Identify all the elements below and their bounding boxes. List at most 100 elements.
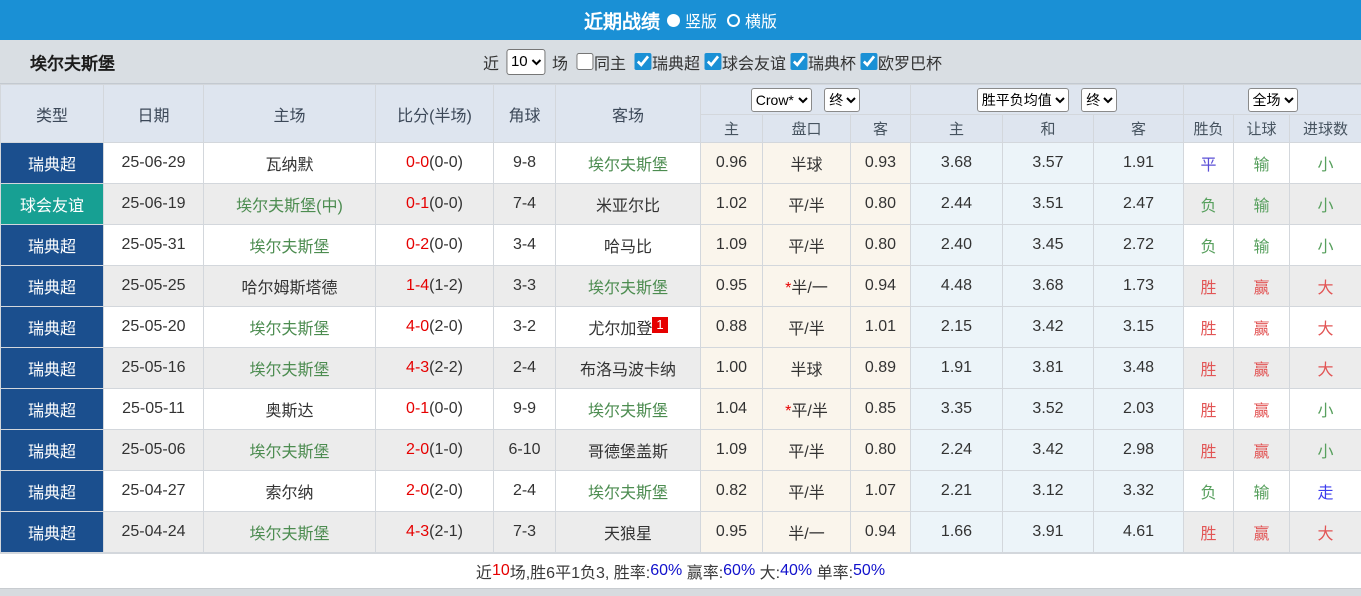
match-row: 瑞典超 25-05-20 埃尔夫斯堡 4-0(2-0) 3-2 尤尔加登 1 0.88 平/半 1… [0, 306, 1361, 348]
handicap-away-odds: 1.01 [850, 306, 911, 348]
league-label: 瑞典超 [651, 55, 701, 73]
handicap-home-odds: 1.00 [700, 347, 763, 389]
handicap-line: 平/半 [788, 444, 825, 461]
euro-away-odds: 1.91 [1092, 142, 1185, 184]
handicap-home-odds: 0.96 [700, 142, 763, 184]
league-checkbox-item[interactable]: 瑞典超 [633, 50, 701, 74]
summary-segment: 单率: [812, 565, 854, 582]
euro-away-odds: 2.47 [1092, 183, 1185, 225]
away-team-cell: 米亚尔比 [555, 183, 701, 225]
summary-segment: 50% [853, 562, 886, 579]
scope-select-group: 全场 [1183, 84, 1361, 115]
handicap-away-odds: 0.94 [850, 511, 911, 553]
away-team-cell: 尤尔加登 1 [555, 306, 701, 348]
euro-home-odds: 2.24 [910, 429, 1003, 471]
halftime-score: (2-2) [429, 359, 463, 376]
fulltime-score: 1-4 [406, 277, 430, 294]
recent-count-select[interactable]: 10 [505, 48, 545, 75]
filter-bar: 埃尔夫斯堡 近 10 场 同主 瑞典超 球会友谊 瑞典杯 欧罗巴杯 [0, 40, 1361, 84]
home-team-cell: 埃尔夫斯堡 [203, 306, 376, 348]
date-cell: 25-06-29 [103, 142, 204, 184]
type-badge: 瑞典超 [0, 224, 104, 266]
score-cell: 0-1(0-0) [375, 388, 494, 430]
euro-draw-odds: 3.52 [1002, 388, 1094, 430]
type-badge: 瑞典超 [0, 306, 104, 348]
scope-select[interactable]: 全场 [1247, 87, 1298, 112]
fulltime-score: 2-0 [406, 482, 430, 499]
halftime-score: (0-0) [429, 236, 463, 253]
result-goals-cell: 大 [1289, 265, 1361, 307]
corner-cell: 3-4 [493, 224, 556, 266]
euro-home-odds: 4.48 [910, 265, 1003, 307]
away-team-cell: 埃尔夫斯堡 [555, 470, 701, 512]
handicap-line: 平/半 [788, 198, 825, 215]
radio-label: 横版 [745, 14, 778, 31]
match-row: 瑞典超 25-05-25 哈尔姆斯塔德 1-4(1-2) 3-3 埃尔夫斯堡 0.95 *半/… [0, 265, 1361, 307]
date-cell: 25-05-20 [103, 306, 204, 348]
score-cell: 2-0(2-0) [375, 470, 494, 512]
odds-select-group: 胜平负均值 终 [909, 84, 1185, 115]
handicap-away-odds: 0.80 [850, 183, 911, 225]
halftime-score: (2-0) [429, 482, 463, 499]
away-team-name: 哈马比 [603, 239, 652, 256]
same-home-checkbox-item[interactable]: 同主 [575, 50, 626, 74]
result-wdl-cell: 负 [1183, 183, 1235, 225]
euro-away-odds: 3.32 [1092, 470, 1185, 512]
summary-segment: 场,胜6平1负3, 胜率: [509, 565, 651, 582]
col-header-corner: 角球 [493, 84, 556, 143]
away-team-cell: 天狼星 [555, 511, 701, 553]
away-team-cell: 埃尔夫斯堡 [555, 142, 701, 184]
league-checkbox-item[interactable]: 欧罗巴杯 [860, 50, 942, 74]
result-goals-cell: 大 [1289, 511, 1361, 553]
league-checkbox-item[interactable]: 瑞典杯 [790, 50, 856, 74]
type-badge: 瑞典超 [0, 142, 104, 184]
league-checkbox[interactable] [790, 53, 808, 70]
fulltime-score: 0-1 [406, 195, 430, 212]
away-team-cell: 埃尔夫斯堡 [555, 265, 701, 307]
league-checkbox[interactable] [860, 53, 878, 70]
type-badge: 瑞典超 [0, 388, 104, 430]
result-goals-cell: 小 [1289, 388, 1361, 430]
games-label: 场 [551, 55, 568, 73]
date-cell: 25-05-16 [103, 347, 204, 389]
layout-radio-option[interactable]: 竖版 [666, 8, 717, 32]
same-home-checkbox[interactable] [575, 53, 593, 70]
result-wdl-cell: 胜 [1183, 347, 1235, 389]
date-cell: 25-05-11 [103, 388, 204, 430]
handicap-line-cell: 平/半 [762, 429, 851, 471]
result-goals-cell: 小 [1289, 224, 1361, 266]
away-team-name: 哥德堡盖斯 [587, 444, 668, 461]
bookmaker-select[interactable]: Crow* [750, 87, 812, 112]
euro-away-odds: 4.61 [1092, 511, 1185, 553]
type-badge: 球会友谊 [0, 183, 104, 225]
match-row: 瑞典超 25-05-16 埃尔夫斯堡 4-3(2-2) 2-4 布洛马波卡纳 1.00 半球 0… [0, 347, 1361, 389]
result-handicap-cell: 输 [1233, 183, 1291, 225]
layout-radio-option[interactable]: 横版 [727, 8, 777, 32]
league-label: 欧罗巴杯 [878, 55, 943, 73]
type-badge: 瑞典超 [0, 265, 104, 307]
sub-header-hdp-line: 盘口 [762, 114, 851, 143]
result-goals-cell: 大 [1289, 306, 1361, 348]
handicap-home-odds: 0.95 [700, 265, 763, 307]
type-badge: 瑞典超 [0, 511, 104, 553]
col-header-away: 客场 [555, 84, 701, 143]
away-team-cell: 埃尔夫斯堡 [555, 388, 701, 430]
league-checkbox[interactable] [633, 53, 651, 70]
handicap-line-cell: 半球 [762, 142, 851, 184]
league-checkbox[interactable] [704, 53, 722, 70]
radio-unselected-icon [727, 13, 740, 27]
sub-header-eu-away: 客 [1092, 114, 1185, 143]
score-cell: 4-3(2-1) [375, 511, 494, 553]
score-cell: 4-0(2-0) [375, 306, 494, 348]
handicap-line: 半球 [790, 157, 823, 174]
odds-time-select[interactable]: 终 [1081, 87, 1118, 112]
date-cell: 25-05-06 [103, 429, 204, 471]
odds-type-select[interactable]: 胜平负均值 [976, 87, 1069, 112]
recent-label: 近 [482, 55, 499, 73]
bookmaker-time-select[interactable]: 终 [824, 87, 861, 112]
home-team-cell: 埃尔夫斯堡 [203, 511, 376, 553]
match-row: 瑞典超 25-04-27 索尔纳 2-0(2-0) 2-4 埃尔夫斯堡 0.82 平/半 1.0… [0, 470, 1361, 512]
score-cell: 0-1(0-0) [375, 183, 494, 225]
halftime-score: (0-0) [429, 195, 463, 212]
league-checkbox-item[interactable]: 球会友谊 [704, 50, 786, 74]
